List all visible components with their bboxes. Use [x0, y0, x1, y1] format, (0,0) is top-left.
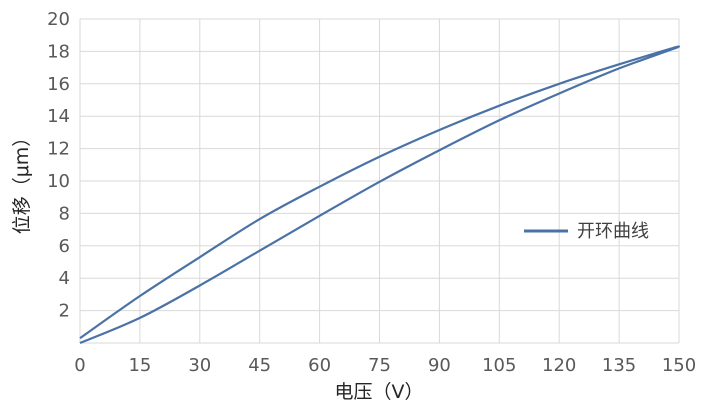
y-tick-label: 18 [47, 41, 70, 62]
x-tick-label: 45 [248, 355, 271, 376]
x-tick-label: 30 [188, 355, 211, 376]
x-tick-label: 15 [128, 355, 151, 376]
y-tick-label: 12 [47, 139, 70, 160]
y-axis-title: 位移（μm） [11, 128, 33, 235]
y-tick-label: 2 [59, 301, 70, 322]
x-tick-label: 90 [428, 355, 451, 376]
y-tick-label: 14 [47, 106, 70, 127]
y-tick-label: 4 [59, 268, 70, 289]
x-tick-label: 120 [542, 355, 576, 376]
y-axis-ticks: 2 4 6 8 10 12 14 16 18 20 [47, 9, 70, 322]
y-tick-label: 10 [47, 171, 70, 192]
y-tick-label: 8 [59, 203, 70, 224]
legend: 开环曲线 [524, 221, 649, 242]
x-tick-label: 105 [482, 355, 516, 376]
x-tick-label: 60 [308, 355, 331, 376]
x-tick-label: 150 [662, 355, 696, 376]
y-tick-label: 20 [47, 9, 70, 30]
legend-label: 开环曲线 [577, 221, 649, 242]
y-tick-label: 6 [59, 236, 70, 257]
x-axis-title: 电压（V） [335, 381, 424, 403]
series-line [79, 45, 681, 345]
series-layer [79, 45, 681, 345]
x-tick-label: 75 [368, 355, 391, 376]
x-tick-label: 135 [602, 355, 636, 376]
x-tick-label: 0 [74, 355, 85, 376]
y-tick-label: 16 [47, 74, 70, 95]
x-axis-ticks: 0 15 30 45 60 75 90 105 120 135 150 [74, 355, 696, 376]
